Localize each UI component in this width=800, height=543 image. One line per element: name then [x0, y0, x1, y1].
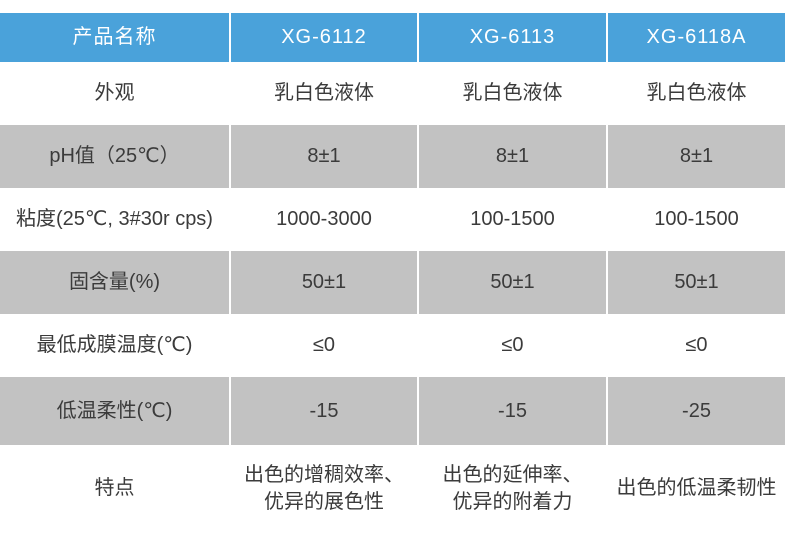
cell-value: 出色的低温柔韧性 [608, 445, 785, 532]
product-spec-page: 产品名称 XG-6112 XG-6113 XG-6118A 外观 乳白色液体 乳… [0, 13, 800, 543]
product-spec-table: 产品名称 XG-6112 XG-6113 XG-6118A 外观 乳白色液体 乳… [0, 13, 785, 532]
row-label: 特点 [0, 445, 229, 532]
cell-value: 100-1500 [419, 188, 606, 251]
table-header-row: 产品名称 XG-6112 XG-6113 XG-6118A [0, 13, 785, 62]
table-row-ph: pH值（25℃） 8±1 8±1 8±1 [0, 125, 785, 188]
row-label: pH值（25℃） [0, 125, 229, 188]
cell-value: 50±1 [608, 251, 785, 314]
header-cell-product-xg6113: XG-6113 [419, 13, 606, 62]
row-label: 低温柔性(℃) [0, 377, 229, 445]
cell-value: 1000-3000 [231, 188, 417, 251]
table-row-appearance: 外观 乳白色液体 乳白色液体 乳白色液体 [0, 62, 785, 125]
cell-value: 8±1 [231, 125, 417, 188]
header-cell-product-xg6112: XG-6112 [231, 13, 417, 62]
row-label: 固含量(%) [0, 251, 229, 314]
table-row-viscosity: 粘度(25℃, 3#30r cps) 1000-3000 100-1500 10… [0, 188, 785, 251]
cell-value: 出色的延伸率、 优异的附着力 [419, 445, 606, 532]
cell-value: 乳白色液体 [608, 62, 785, 125]
cell-value: ≤0 [419, 314, 606, 377]
header-cell-product-name: 产品名称 [0, 13, 229, 62]
cell-value: ≤0 [231, 314, 417, 377]
cell-value: 出色的增稠效率、 优异的展色性 [231, 445, 417, 532]
cell-value: 乳白色液体 [231, 62, 417, 125]
table-row-min-film-temp: 最低成膜温度(℃) ≤0 ≤0 ≤0 [0, 314, 785, 377]
row-label: 粘度(25℃, 3#30r cps) [0, 188, 229, 251]
cell-value: 8±1 [608, 125, 785, 188]
cell-value: 100-1500 [608, 188, 785, 251]
cell-value: 50±1 [231, 251, 417, 314]
table-row-solid-content: 固含量(%) 50±1 50±1 50±1 [0, 251, 785, 314]
cell-value: 8±1 [419, 125, 606, 188]
cell-value: 50±1 [419, 251, 606, 314]
table-row-features: 特点 出色的增稠效率、 优异的展色性 出色的延伸率、 优异的附着力 出色的低温柔… [0, 445, 785, 532]
table-row-low-temp-flexibility: 低温柔性(℃) -15 -15 -25 [0, 377, 785, 445]
cell-value: -15 [231, 377, 417, 445]
cell-value: ≤0 [608, 314, 785, 377]
header-cell-product-xg6118a: XG-6118A [608, 13, 785, 62]
cell-value: -25 [608, 377, 785, 445]
row-label: 外观 [0, 62, 229, 125]
row-label: 最低成膜温度(℃) [0, 314, 229, 377]
cell-value: 乳白色液体 [419, 62, 606, 125]
cell-value: -15 [419, 377, 606, 445]
